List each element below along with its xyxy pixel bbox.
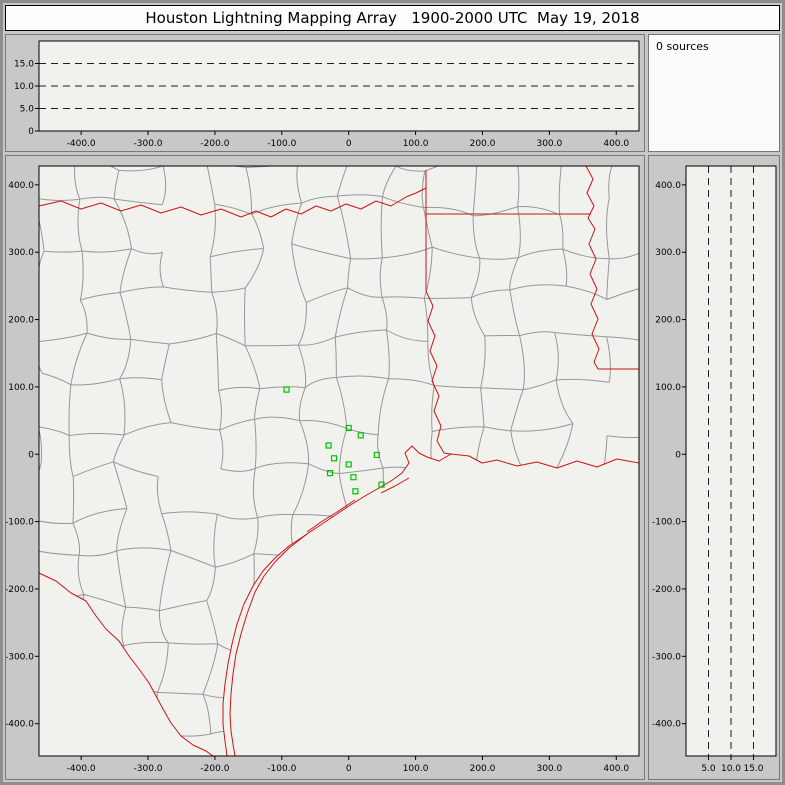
svg-text:0: 0 — [346, 139, 352, 149]
svg-text:-200.0: -200.0 — [6, 585, 34, 595]
map-axes: -400.0 -300.0 -200.0 -100.0 0 100.0 200.0 300.0… — [6, 181, 629, 774]
svg-text:200.0: 200.0 — [8, 316, 34, 326]
svg-text:300.0: 300.0 — [536, 764, 562, 774]
ns-plot-frame — [685, 165, 777, 757]
svg-text:-100.0: -100.0 — [6, 518, 34, 528]
panel-plan-view-map[interactable]: -400.0 -300.0 -200.0 -100.0 0 100.0 200.0 300.0… — [5, 155, 645, 780]
svg-text:5.0: 5.0 — [20, 105, 35, 115]
main-row: -400.0 -300.0 -200.0 -100.0 0 100.0 200.0 300.0… — [5, 155, 780, 780]
svg-text:300.0: 300.0 — [536, 139, 562, 149]
svg-text:400.0: 400.0 — [8, 181, 34, 191]
gulf-coastline — [222, 445, 640, 757]
page-title: Houston Lightning Mapping Array 1900-200… — [145, 9, 640, 27]
svg-text:100.0: 100.0 — [655, 383, 681, 393]
svg-text:100.0: 100.0 — [403, 139, 429, 149]
svg-text:-300.0: -300.0 — [134, 764, 163, 774]
panel-altitude-vs-east-west[interactable]: -400.0 -300.0 -200.0 -100.0 0 100.0 200.0 300.0… — [5, 34, 645, 152]
svg-text:100.0: 100.0 — [8, 383, 34, 393]
svg-text:200.0: 200.0 — [470, 139, 496, 149]
svg-text:-100.0: -100.0 — [267, 139, 296, 149]
svg-text:15.0: 15.0 — [14, 60, 34, 70]
svg-text:15.0: 15.0 — [743, 764, 763, 774]
matagorda-island — [306, 499, 356, 533]
svg-text:100.0: 100.0 — [403, 764, 429, 774]
svg-text:-100.0: -100.0 — [267, 764, 296, 774]
ew-altitude-gridlines — [39, 63, 639, 109]
ew-axes: -400.0 -300.0 -200.0 -100.0 0 100.0 200.0 300.0… — [14, 60, 629, 150]
ns-axes: 5.0 10.0 15.0 400.0 300.0 200.0 100.0 0 -100.0 -2… — [652, 181, 764, 774]
svg-text:-400.0: -400.0 — [652, 720, 681, 730]
panel-source-count[interactable]: 0 sources — [648, 34, 780, 152]
svg-text:400.0: 400.0 — [655, 181, 681, 191]
svg-text:0: 0 — [675, 450, 681, 460]
sources-count-label: 0 sources — [656, 40, 709, 53]
panel-altitude-vs-north-south[interactable]: 5.0 10.0 15.0 400.0 300.0 200.0 100.0 0 -100.0 -2… — [648, 155, 780, 780]
ns-altitude-gridlines — [708, 166, 754, 756]
map-plot-area[interactable] — [39, 166, 639, 756]
svg-text:300.0: 300.0 — [655, 248, 681, 258]
ew-altitude-plot[interactable]: -400.0 -300.0 -200.0 -100.0 0 100.0 200.0 300.0… — [6, 35, 644, 151]
svg-text:400.0: 400.0 — [603, 764, 629, 774]
mississippi-river-border — [585, 165, 600, 370]
padre-island — [229, 533, 308, 757]
map-plot-frame — [38, 165, 640, 757]
svg-text:5.0: 5.0 — [701, 764, 716, 774]
svg-text:0: 0 — [28, 450, 34, 460]
svg-text:-300.0: -300.0 — [652, 652, 681, 662]
galveston-island — [380, 477, 410, 494]
svg-text:300.0: 300.0 — [8, 248, 34, 258]
svg-text:0: 0 — [28, 127, 34, 137]
state-borders-and-coastline — [38, 165, 640, 757]
svg-text:-200.0: -200.0 — [200, 139, 229, 149]
svg-text:-200.0: -200.0 — [652, 585, 681, 595]
svg-text:200.0: 200.0 — [470, 764, 496, 774]
svg-text:10.0: 10.0 — [721, 764, 741, 774]
red-river-tx-ok-border — [38, 187, 427, 218]
svg-text:10.0: 10.0 — [14, 82, 34, 92]
svg-text:-400.0: -400.0 — [67, 139, 96, 149]
svg-text:400.0: 400.0 — [603, 139, 629, 149]
svg-text:-400.0: -400.0 — [67, 764, 96, 774]
svg-text:-100.0: -100.0 — [652, 518, 681, 528]
svg-text:0: 0 — [346, 764, 352, 774]
lma-station-markers — [283, 386, 385, 495]
rio-grande-border — [38, 572, 214, 757]
title-bar: Houston Lightning Mapping Array 1900-200… — [5, 5, 780, 31]
ns-altitude-plot[interactable]: 5.0 10.0 15.0 400.0 300.0 200.0 100.0 0 -100.0 -2… — [649, 156, 779, 779]
ew-plot-frame — [38, 40, 640, 132]
plan-view-plot[interactable]: -400.0 -300.0 -200.0 -100.0 0 100.0 200.0 300.0… — [6, 156, 644, 779]
svg-text:200.0: 200.0 — [655, 316, 681, 326]
svg-text:-400.0: -400.0 — [6, 720, 34, 730]
top-row: -400.0 -300.0 -200.0 -100.0 0 100.0 200.0 300.0… — [5, 34, 780, 152]
svg-text:-300.0: -300.0 — [6, 652, 34, 662]
sabine-river-tx-la-border — [425, 290, 452, 455]
svg-text:-300.0: -300.0 — [134, 139, 163, 149]
svg-text:-200.0: -200.0 — [200, 764, 229, 774]
